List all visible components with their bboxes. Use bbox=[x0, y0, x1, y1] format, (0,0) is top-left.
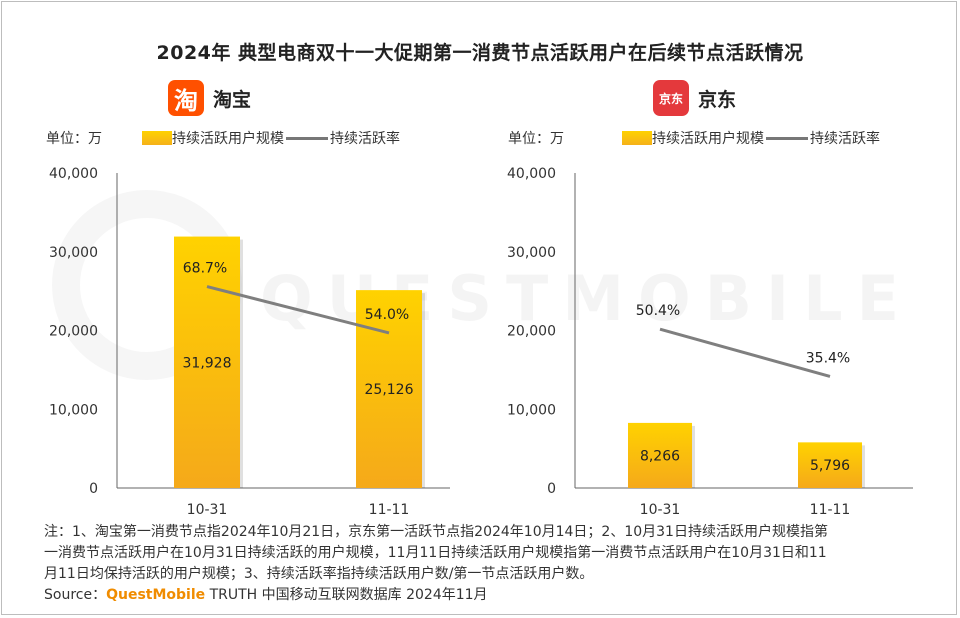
jd-legend: 持续活跃用户规模 持续活跃率 bbox=[622, 128, 880, 148]
note-line: 月11日均保持活跃的用户规模；3、持续活跃率指持续活跃用户数/第一节点活跃用户数… bbox=[44, 566, 594, 582]
bar bbox=[356, 290, 422, 488]
jd-brand-name: 京东 bbox=[698, 88, 737, 111]
taobao-unit-label: 单位：万 bbox=[46, 131, 102, 147]
source-line: Source：QuestMobile TRUTH 中国移动互联网数据库 2024… bbox=[44, 585, 924, 606]
legend-bar-label: 持续活跃用户规模 bbox=[172, 131, 284, 147]
y-tick-label: 40,000 bbox=[49, 166, 98, 182]
y-tick-label: 20,000 bbox=[507, 324, 556, 340]
rate-value-label: 50.4% bbox=[636, 303, 680, 319]
jd-logo-icon: 京东 bbox=[653, 80, 689, 116]
taobao-brand-name: 淘宝 bbox=[213, 88, 252, 111]
bar-value-label: 31,928 bbox=[183, 355, 232, 371]
jd-brand: 京东 京东 bbox=[653, 80, 736, 116]
rate-value-label: 54.0% bbox=[365, 307, 409, 323]
taobao-chart: 40,000 30,000 20,000 10,000 0 31,928 10-31 25,1… bbox=[49, 166, 450, 518]
x-tick-label: 10-31 bbox=[640, 502, 681, 518]
rate-line bbox=[659, 327, 831, 378]
y-tick-label: 20,000 bbox=[49, 324, 98, 340]
bar-value-label: 25,126 bbox=[365, 382, 414, 398]
source-rest: TRUTH 中国移动互联网数据库 2024年11月 bbox=[205, 587, 488, 603]
bar bbox=[174, 236, 240, 488]
note-line: 注：1、淘宝第一消费节点指2024年10月21日，京东第一活跃节点指2024年1… bbox=[44, 524, 828, 540]
footnotes: 注：1、淘宝第一消费节点指2024年10月21日，京东第一活跃节点指2024年1… bbox=[44, 522, 924, 606]
y-tick-label: 30,000 bbox=[507, 245, 556, 261]
jd-chart: 40,000 30,000 20,000 10,000 0 8,266 10-31 5,796… bbox=[507, 166, 913, 518]
legend-line-swatch bbox=[286, 136, 328, 140]
y-tick-label: 10,000 bbox=[49, 402, 98, 418]
legend-line-label: 持续活跃率 bbox=[810, 131, 880, 147]
legend-bar-label: 持续活跃用户规模 bbox=[652, 131, 764, 147]
y-tick-label: 0 bbox=[89, 481, 98, 497]
bar bbox=[628, 422, 692, 488]
rate-value-label: 68.7% bbox=[183, 261, 227, 277]
taobao-logo-icon: 淘 bbox=[168, 80, 204, 116]
taobao-brand: 淘 淘宝 bbox=[168, 80, 251, 116]
chart-title: 2024年 典型电商双十一大促期第一消费节点活跃用户在后续节点活跃情况 bbox=[156, 42, 804, 64]
bar-value-label: 5,796 bbox=[810, 458, 850, 474]
rate-line bbox=[206, 285, 390, 335]
y-tick-label: 40,000 bbox=[507, 166, 556, 182]
rate-value-label: 35.4% bbox=[806, 350, 850, 366]
legend-bar-swatch bbox=[622, 131, 652, 145]
y-tick-label: 30,000 bbox=[49, 245, 98, 261]
legend-line-swatch bbox=[766, 136, 808, 140]
jd-unit-label: 单位：万 bbox=[508, 131, 564, 147]
bar-value-label: 8,266 bbox=[640, 448, 680, 464]
bar bbox=[798, 442, 862, 488]
x-tick-label: 10-31 bbox=[187, 502, 228, 518]
taobao-legend: 持续活跃用户规模 持续活跃率 bbox=[142, 128, 400, 148]
y-tick-label: 0 bbox=[547, 481, 556, 497]
x-tick-label: 11-11 bbox=[369, 502, 410, 518]
source-brand: QuestMobile bbox=[106, 587, 206, 603]
x-tick-label: 11-11 bbox=[810, 502, 851, 518]
source-prefix: Source： bbox=[44, 587, 107, 603]
y-tick-label: 10,000 bbox=[507, 402, 556, 418]
legend-bar-swatch bbox=[142, 131, 172, 145]
note-line: 一消费节点活跃用户在10月31日持续活跃的用户规模，11月11日持续活跃用户规模… bbox=[44, 545, 827, 561]
legend-line-label: 持续活跃率 bbox=[330, 131, 400, 147]
